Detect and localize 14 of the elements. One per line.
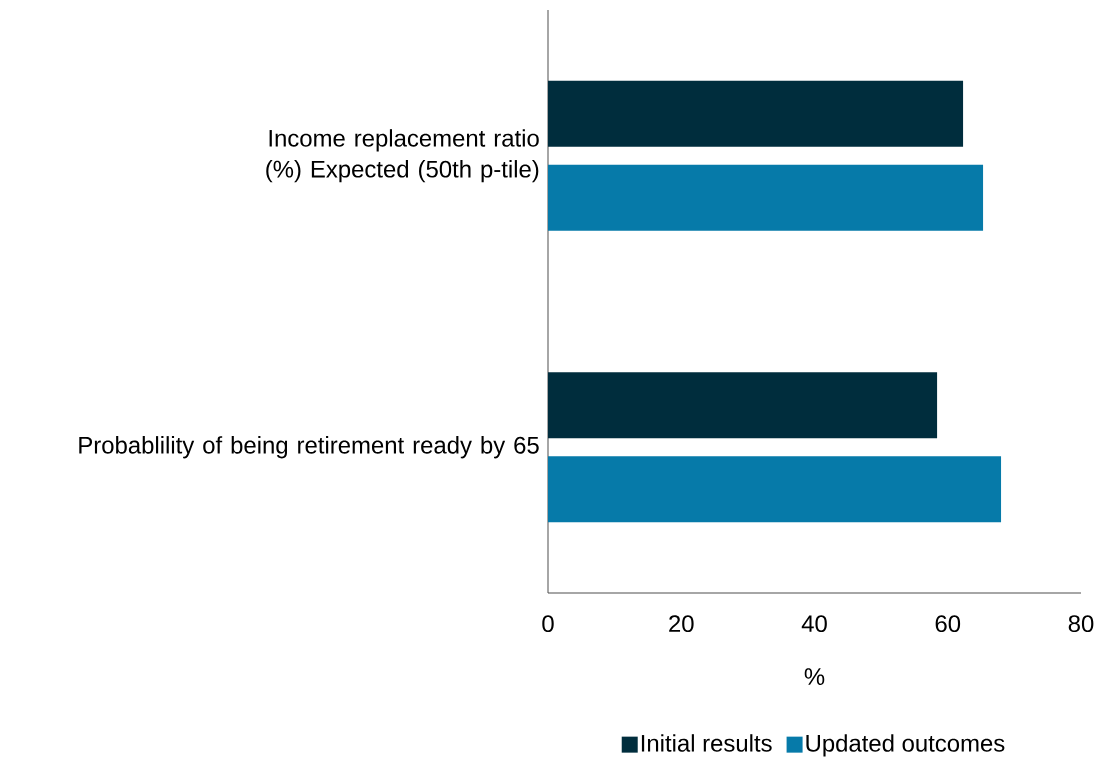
x-tick-label: 0 <box>542 615 554 633</box>
bar <box>548 372 938 439</box>
x-tick-label: 60 <box>935 615 961 633</box>
y-tick-label: Probablility of being retirement ready by 65 <box>79 436 539 459</box>
y-tick-label: Income replacement ratio (%) Expected (50th p-tile) <box>266 129 539 183</box>
x-axis-title: % <box>804 668 825 685</box>
bar <box>548 456 1002 523</box>
x-tick-label: 40 <box>801 615 827 633</box>
bar <box>548 80 964 147</box>
bar <box>548 164 984 231</box>
legend-label: Updated outcomes <box>806 734 1005 757</box>
x-tick-label: 80 <box>1068 615 1094 633</box>
x-tick-label: 20 <box>669 615 694 633</box>
legend-label: Initial results <box>641 734 772 752</box>
